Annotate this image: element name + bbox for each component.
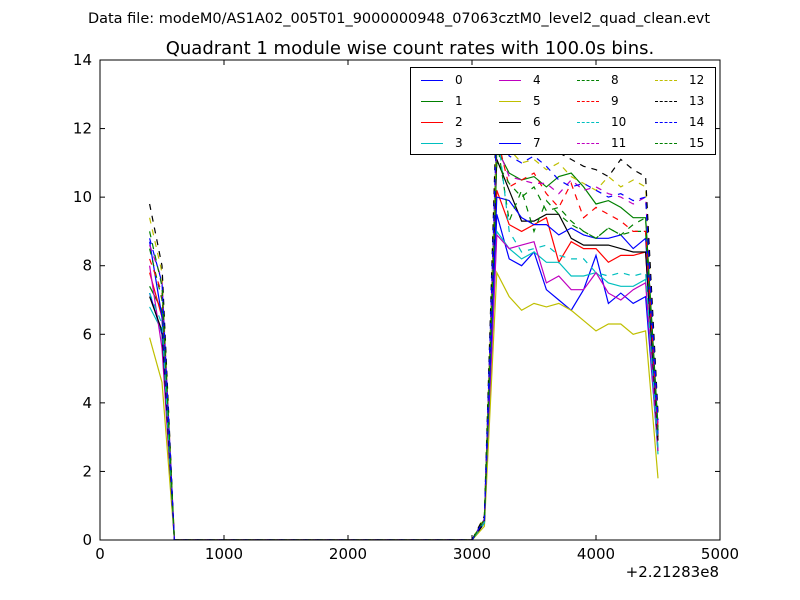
legend-swatch <box>577 100 599 102</box>
plot-frame <box>99 59 721 541</box>
series-line-11 <box>149 145 659 540</box>
series-line-7 <box>149 196 659 540</box>
legend-entry-4: 4 <box>499 70 541 90</box>
legend-label: 11 <box>611 136 627 150</box>
legend-label: 13 <box>689 94 705 108</box>
legend-swatch <box>499 121 521 123</box>
series-line-1 <box>149 146 659 540</box>
y-tick-label: 4 <box>82 394 92 412</box>
y-tick-label: 6 <box>82 325 92 343</box>
x-tick-label: 1000 <box>205 545 243 563</box>
legend-label: 14 <box>689 115 705 129</box>
legend-entry-10: 10 <box>577 112 626 132</box>
data-file-label: Data file: modeM0/AS1A02_005T01_90000009… <box>88 11 710 27</box>
legend-swatch <box>499 100 521 102</box>
legend-label: 1 <box>455 94 463 108</box>
legend-entry-7: 7 <box>499 133 541 153</box>
legend-entry-3: 3 <box>421 133 463 153</box>
legend-entry-9: 9 <box>577 91 619 111</box>
legend-swatch <box>499 142 521 144</box>
legend-label: 15 <box>689 136 705 150</box>
legend-swatch <box>577 79 599 81</box>
legend-swatch <box>421 79 443 81</box>
legend-entry-2: 2 <box>421 112 463 132</box>
series-line-10 <box>149 125 659 540</box>
series-line-13 <box>149 100 659 540</box>
legend-swatch <box>499 79 521 81</box>
legend-label: 8 <box>611 73 619 87</box>
series-layer <box>149 100 659 540</box>
legend-label: 9 <box>611 94 619 108</box>
legend-swatch <box>421 142 443 144</box>
x-tick-label: 3000 <box>453 545 491 563</box>
legend-swatch <box>421 100 443 102</box>
legend-swatch <box>655 121 677 123</box>
series-line-4 <box>149 233 659 540</box>
legend-entry-14: 14 <box>655 112 704 132</box>
legend-label: 2 <box>455 115 463 129</box>
legend-entry-5: 5 <box>499 91 541 111</box>
y-tick-label: 10 <box>73 188 92 206</box>
legend-label: 6 <box>533 115 541 129</box>
legend-swatch <box>655 142 677 144</box>
legend-swatch <box>577 121 599 123</box>
series-line-5 <box>149 270 659 540</box>
legend-label: 10 <box>611 115 627 129</box>
legend-swatch <box>421 121 443 123</box>
x-tick-label: 2000 <box>329 545 367 563</box>
y-tick-label: 14 <box>73 51 92 69</box>
legend-entry-6: 6 <box>499 112 541 132</box>
series-line-2 <box>149 190 659 540</box>
y-tick-label: 12 <box>73 120 92 138</box>
series-line-6 <box>149 159 659 540</box>
x-offset-label: +2.21283e8 <box>626 563 719 581</box>
legend-entry-12: 12 <box>655 70 704 90</box>
series-line-0 <box>149 214 659 540</box>
legend-label: 5 <box>533 94 541 108</box>
legend-entry-8: 8 <box>577 70 619 90</box>
legend-label: 3 <box>455 136 463 150</box>
legend-entry-13: 13 <box>655 91 704 111</box>
legend-label: 4 <box>533 73 541 87</box>
series-line-3 <box>149 229 659 540</box>
x-tick-label: 4000 <box>577 545 615 563</box>
series-line-9 <box>149 135 659 540</box>
y-tick-label: 8 <box>82 257 92 275</box>
series-line-8 <box>149 138 659 540</box>
y-tick-label: 0 <box>82 531 92 549</box>
legend-swatch <box>577 142 599 144</box>
y-tick-label: 2 <box>82 462 92 480</box>
legend-entry-11: 11 <box>577 133 626 153</box>
legend-entry-15: 15 <box>655 133 704 153</box>
series-line-12 <box>149 126 659 540</box>
legend: 0 1 2 3 4 5 6 7 8 9 10 11 12 13 14 15 <box>410 67 716 155</box>
legend-swatch <box>655 100 677 102</box>
legend-label: 7 <box>533 136 541 150</box>
legend-entry-0: 0 <box>421 70 463 90</box>
legend-label: 0 <box>455 73 463 87</box>
x-tick-label: 5000 <box>701 545 739 563</box>
series-line-15 <box>149 160 659 540</box>
legend-swatch <box>655 79 677 81</box>
legend-entry-1: 1 <box>421 91 463 111</box>
legend-label: 12 <box>689 73 705 87</box>
x-tick-label: 0 <box>95 545 105 563</box>
chart-title: Quadrant 1 module wise count rates with … <box>166 38 655 59</box>
